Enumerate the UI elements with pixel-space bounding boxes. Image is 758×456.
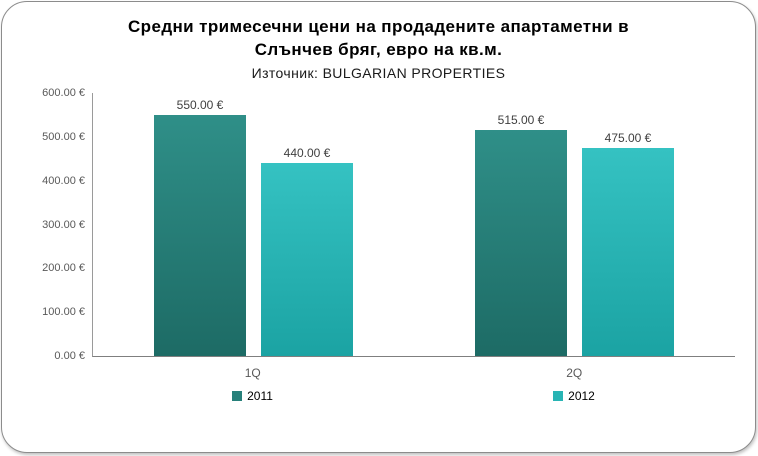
bar-2012-1Q bbox=[261, 163, 353, 356]
bar-group-1Q: 550.00 € 440.00 € bbox=[93, 93, 414, 356]
legend: 2011 2012 bbox=[92, 389, 735, 403]
y-tick-label: 300.00 € bbox=[42, 218, 85, 231]
bar-2011-2Q bbox=[475, 130, 567, 356]
y-tick-label: 600.00 € bbox=[42, 87, 85, 99]
bar-2011-1Q bbox=[154, 114, 246, 356]
legend-swatch-2012 bbox=[553, 391, 564, 401]
data-label-2012-2Q: 475.00 € bbox=[604, 130, 652, 145]
chart-subtitle: Източник: BULGARIAN PROPERTIES bbox=[251, 65, 506, 81]
y-tick-label: 200.00 € bbox=[42, 262, 85, 275]
x-axis: 1Q 2Q bbox=[92, 357, 735, 380]
x-axis-label-1Q: 1Q bbox=[244, 366, 261, 380]
chart-title-line-1: Средни тримесечни цени на продадените ап… bbox=[128, 17, 629, 36]
bar-column-2011-2Q: 515.00 € bbox=[475, 93, 567, 356]
legend-swatch-2011 bbox=[232, 391, 243, 401]
legend-label-2012: 2012 bbox=[568, 389, 595, 403]
legend-item-2012: 2012 bbox=[553, 389, 595, 403]
chart-header: Средни тримесечни цени на продадените ап… bbox=[2, 2, 755, 83]
legend-label-2011: 2011 bbox=[247, 389, 273, 403]
bar-column-2011-1Q: 550.00 € bbox=[154, 93, 246, 356]
data-label-2012-1Q: 440.00 € bbox=[283, 146, 331, 161]
bar-group-2Q: 515.00 € 475.00 € bbox=[414, 93, 735, 356]
y-tick-label: 400.00 € bbox=[42, 174, 85, 187]
plot-area: 550.00 € 440.00 € 515.00 € 475.00 € bbox=[92, 93, 735, 357]
y-tick-label: 0.00 € bbox=[54, 350, 85, 362]
plot-column: 550.00 € 440.00 € 515.00 € 475.00 € 1Q 2Q 20… bbox=[92, 93, 735, 403]
legend-item-2011: 2011 bbox=[232, 389, 273, 403]
data-label-2011-2Q: 515.00 € bbox=[497, 113, 545, 128]
x-axis-label-2Q: 2Q bbox=[566, 366, 583, 380]
bar-column-2012-1Q: 440.00 € bbox=[261, 93, 353, 356]
chart-body: 600.00 € 500.00 € 400.00 € 300.00 € 200.00 €… bbox=[10, 87, 735, 403]
y-tick-label: 100.00 € bbox=[42, 306, 85, 319]
bar-column-2012-2Q: 475.00 € bbox=[582, 93, 674, 356]
chart-title-line-2: Слънчев бряг, евро на кв.м. bbox=[254, 40, 503, 59]
bar-2012-2Q bbox=[582, 147, 674, 356]
data-label-2011-1Q: 550.00 € bbox=[176, 97, 224, 112]
y-tick-label: 500.00 € bbox=[42, 130, 85, 143]
y-axis: 600.00 € 500.00 € 400.00 € 300.00 € 200.00 €… bbox=[10, 87, 92, 362]
